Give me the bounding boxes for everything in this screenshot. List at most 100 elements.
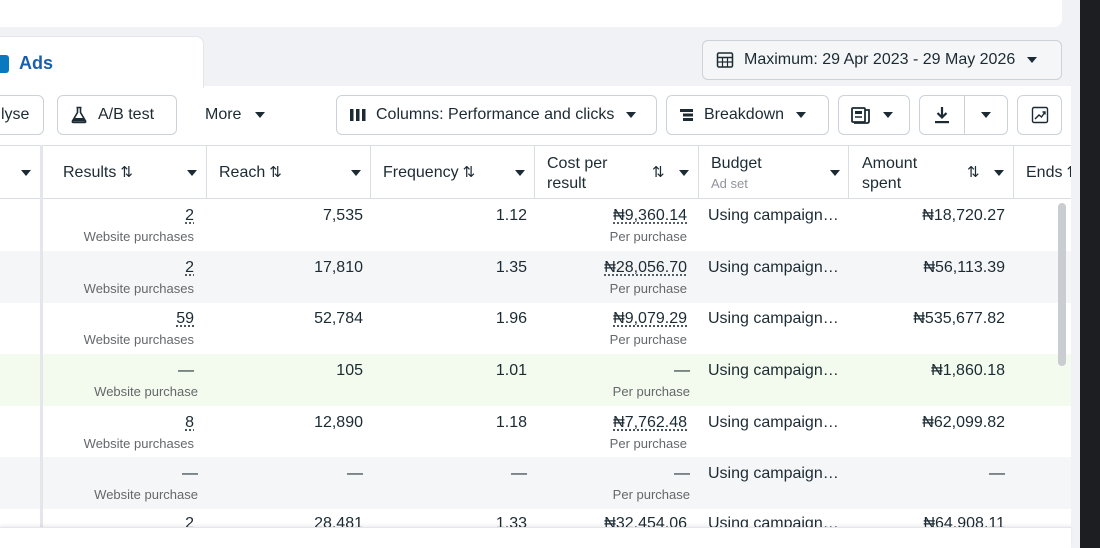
cost-subtext: Per purchase bbox=[609, 229, 687, 244]
tab-ads[interactable]: Ads bbox=[0, 36, 204, 88]
column-header-results[interactable]: Results ⇅ bbox=[43, 146, 207, 199]
date-range-label: Maximum: 29 Apr 2023 - 29 May 2026 bbox=[744, 51, 1016, 68]
flask-icon bbox=[71, 106, 87, 124]
results-value[interactable]: — bbox=[178, 362, 194, 379]
chart-icon bbox=[1031, 106, 1048, 124]
column-header-prev[interactable] bbox=[0, 146, 43, 199]
chevron-down-icon bbox=[796, 112, 807, 118]
top-card bbox=[0, 0, 1062, 27]
cost-subtext: Per purchase bbox=[609, 281, 687, 296]
breakdown-icon bbox=[680, 109, 693, 121]
reach-value: 105 bbox=[336, 362, 363, 379]
table-row[interactable]: — Website purchase 105 1.01 — Per purcha… bbox=[0, 354, 1071, 406]
reports-button[interactable] bbox=[838, 95, 910, 135]
amount-spent-value: ₦56,113.39 bbox=[923, 259, 1005, 276]
chevron-down-icon bbox=[679, 170, 689, 176]
cost-value[interactable]: ₦28,056.70 bbox=[604, 259, 687, 276]
column-header-ends[interactable]: Ends⇅ bbox=[1014, 146, 1071, 199]
view-charts-button[interactable] bbox=[1017, 95, 1062, 135]
frequency-header-label: Frequency bbox=[383, 164, 459, 181]
date-range-button[interactable]: Maximum: 29 Apr 2023 - 29 May 2026 bbox=[702, 40, 1062, 80]
amount-spent-value: — bbox=[989, 465, 1005, 482]
export-button[interactable] bbox=[919, 95, 1008, 135]
sort-icon[interactable]: ⇅ bbox=[269, 164, 282, 181]
budget-value[interactable]: Using campaign… bbox=[708, 465, 839, 482]
cost-value[interactable]: ₦9,360.14 bbox=[613, 207, 687, 224]
reports-icon bbox=[851, 107, 870, 124]
column-header-cost-per-result[interactable]: Cost per result ⇅ bbox=[535, 146, 699, 199]
results-subtext: Website purchase bbox=[94, 384, 198, 399]
frequency-value: 1.12 bbox=[495, 207, 527, 224]
frequency-value: — bbox=[511, 465, 527, 482]
table-footer bbox=[0, 527, 1071, 548]
tab-ads-label: Ads bbox=[19, 52, 54, 73]
table-row[interactable]: 2 Website purchases 7,535 1.12 ₦9,360.14… bbox=[0, 199, 1071, 251]
amount-spent-value: ₦535,677.82 bbox=[913, 310, 1005, 327]
budget-value[interactable]: Using campaign… bbox=[708, 207, 839, 224]
table-row[interactable]: 8 Website purchases 12,890 1.18 ₦7,762.4… bbox=[0, 406, 1071, 458]
table-row[interactable]: 59 Website purchases 52,784 1.96 ₦9,079.… bbox=[0, 302, 1071, 354]
sort-icon[interactable]: ⇅ bbox=[1066, 164, 1071, 181]
results-value[interactable]: 59 bbox=[176, 310, 194, 327]
analyse-button[interactable]: lyse bbox=[0, 95, 44, 135]
reach-value: 17,810 bbox=[314, 259, 363, 276]
column-header-frequency[interactable]: Frequency ⇅ bbox=[371, 146, 535, 199]
cost-header-line2: result bbox=[547, 175, 587, 192]
budget-value[interactable]: Using campaign… bbox=[708, 414, 839, 431]
results-value[interactable]: 8 bbox=[185, 414, 194, 431]
reach-value: 12,890 bbox=[314, 414, 363, 431]
chevron-down-icon bbox=[994, 170, 1004, 176]
results-value[interactable]: 2 bbox=[185, 259, 194, 276]
budget-value[interactable]: Using campaign… bbox=[708, 259, 839, 276]
ab-test-button[interactable]: A/B test bbox=[57, 95, 177, 135]
sort-icon[interactable]: ⇅ bbox=[462, 164, 476, 181]
amount-spent-value: ₦1,860.18 bbox=[931, 362, 1005, 379]
download-icon bbox=[934, 107, 949, 124]
frequency-value: 1.18 bbox=[495, 414, 527, 431]
budget-header-sub: Ad set bbox=[711, 176, 748, 191]
amount-spent-value: ₦62,099.82 bbox=[922, 414, 1005, 431]
budget-value[interactable]: Using campaign… bbox=[708, 362, 839, 379]
frequency-value: 1.96 bbox=[495, 310, 527, 327]
column-header-amount-spent[interactable]: Amount spent ⇅ bbox=[849, 146, 1014, 199]
columns-label: Columns: Performance and clicks bbox=[376, 106, 615, 123]
frequency-value: 1.01 bbox=[495, 362, 527, 379]
budget-value[interactable]: Using campaign… bbox=[708, 310, 839, 327]
cost-value[interactable]: — bbox=[674, 465, 690, 482]
sort-icon[interactable]: ⇅ bbox=[652, 164, 665, 181]
column-header-budget[interactable]: Budget Ad set bbox=[699, 146, 849, 199]
columns-button[interactable]: Columns: Performance and clicks bbox=[336, 95, 657, 135]
results-value[interactable]: 2 bbox=[185, 515, 194, 532]
results-value[interactable]: — bbox=[182, 465, 198, 482]
chevron-down-icon bbox=[21, 170, 31, 176]
breakdown-button[interactable]: Breakdown bbox=[666, 95, 829, 135]
ab-test-label: A/B test bbox=[98, 106, 155, 123]
sort-icon[interactable]: ⇅ bbox=[967, 164, 980, 181]
chevron-down-icon bbox=[255, 112, 266, 118]
cost-value[interactable]: ₦7,762.48 bbox=[613, 414, 687, 431]
spent-header-line1: Amount bbox=[862, 155, 918, 172]
cost-value[interactable]: — bbox=[674, 362, 690, 379]
chevron-down-icon bbox=[626, 112, 637, 118]
cost-header-line1: Cost per bbox=[547, 155, 608, 172]
more-button[interactable]: More bbox=[192, 95, 280, 135]
analyse-label: lyse bbox=[1, 106, 30, 123]
chevron-down-icon bbox=[830, 170, 840, 176]
table-header: Results ⇅ Reach ⇅ Frequency ⇅ Cost per resul… bbox=[0, 145, 1071, 199]
download-button[interactable] bbox=[920, 96, 965, 134]
window-edge bbox=[1080, 0, 1100, 548]
spent-header-line2: spent bbox=[862, 175, 902, 192]
results-value[interactable]: 2 bbox=[185, 207, 194, 224]
table-row[interactable]: — Website purchase — — — Per purchase Us… bbox=[0, 457, 1071, 509]
cost-subtext: Per purchase bbox=[612, 487, 690, 502]
sort-icon[interactable]: ⇅ bbox=[120, 164, 133, 181]
table-row[interactable]: 2 Website purchases 17,810 1.35 ₦28,056.… bbox=[0, 251, 1071, 303]
ads-icon bbox=[0, 54, 9, 73]
cost-value[interactable]: ₦9,079.29 bbox=[613, 310, 687, 327]
amount-spent-value: ₦18,720.27 bbox=[922, 207, 1005, 224]
vertical-scrollbar[interactable] bbox=[1058, 203, 1066, 366]
column-header-reach[interactable]: Reach ⇅ bbox=[207, 146, 371, 199]
more-label: More bbox=[205, 106, 242, 123]
columns-icon bbox=[350, 109, 366, 121]
export-dropdown[interactable] bbox=[965, 96, 1008, 134]
